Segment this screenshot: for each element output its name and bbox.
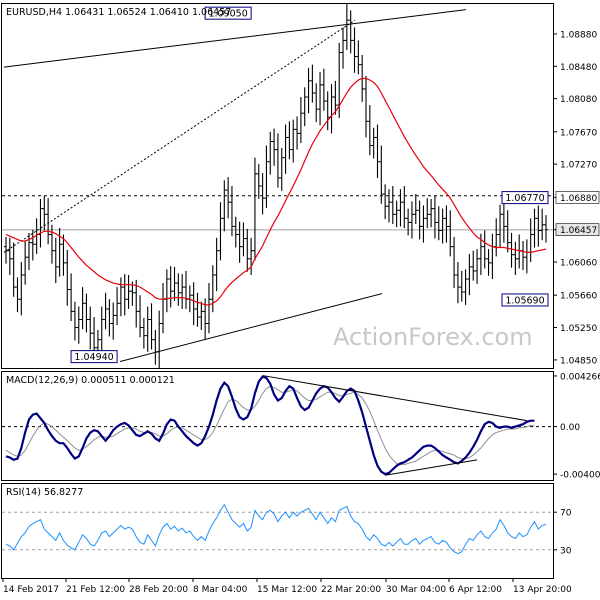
rsi-y-tick-label: 70	[560, 509, 572, 519]
watermark-text: ActionForex.com	[333, 323, 533, 351]
axis-layer: 1.04850 1.05250 1.05660 1.06060 1.06457 1.068…	[2, 30, 600, 595]
price-annotation-box	[501, 191, 549, 205]
price-panel-title: EURUSD,H4 1.06431 1.06524 1.06410 1.0645…	[6, 7, 231, 18]
price-y-tick-label: 1.04850	[560, 356, 597, 366]
x-axis-tick-label: 30 Mar 04:00	[386, 585, 446, 595]
macd-panel-title: MACD(12,26,9) 0.000511 0.000121	[6, 375, 175, 386]
price-annotation-box	[70, 350, 118, 364]
x-axis-tick-label: 13 Apr 20:00	[513, 585, 572, 595]
macd-panel-frame	[1, 371, 554, 481]
price-y-tick-label: 1.05250	[560, 324, 597, 334]
price-annotation-label: 1.05690	[505, 295, 544, 306]
price-y-tick-label: 1.06457	[560, 226, 597, 236]
rsi-line	[5, 503, 547, 555]
moving-average-line	[5, 77, 547, 306]
macd-y-tick-label: -0.004004	[560, 471, 600, 481]
x-axis-tick-label: 14 Feb 2017	[3, 585, 59, 595]
macd-line	[5, 375, 535, 476]
price-annotation-box	[204, 6, 252, 20]
price-y-tick-label: 1.05660	[560, 292, 597, 302]
resistance-price-marker	[555, 191, 600, 204]
lower-channel-trendline	[119, 293, 383, 363]
price-annotation-label: 1.09050	[208, 9, 247, 20]
x-axis-tick-label: 21 Feb 12:00	[66, 585, 125, 595]
price-y-tick-label: 1.06880	[560, 194, 597, 204]
upper-channel-trendline	[3, 9, 467, 68]
price-y-tick-label: 1.08880	[560, 30, 597, 40]
x-axis-tick-label: 6 Apr 12:00	[449, 585, 502, 595]
price-y-tick-label: 1.07670	[560, 128, 597, 138]
x-axis-tick-label: 28 Feb 20:00	[129, 585, 188, 595]
price-annotation-label: 1.04940	[74, 352, 113, 363]
price-y-tick-label: 1.08480	[560, 63, 597, 73]
x-axis-tick-label: 8 Mar 04:00	[193, 585, 248, 595]
price-y-tick-label: 1.07270	[560, 161, 597, 171]
macd-down-trendline	[262, 375, 527, 422]
x-axis-tick-label: 22 Mar 20:00	[321, 585, 381, 595]
price-annotation-label: 1.06770	[505, 193, 544, 204]
macd-up-trendline	[385, 459, 478, 476]
rsi-panel-title: RSI(14) 56.8277	[6, 487, 83, 498]
macd-y-tick-label: 0.00	[560, 423, 580, 433]
x-axis-tick-label: 15 Mar 12:00	[257, 585, 317, 595]
macd-layer	[2, 375, 553, 476]
current-price-marker	[555, 223, 600, 236]
rsi-y-tick-label: 30	[560, 546, 572, 556]
rsi-layer	[2, 503, 553, 555]
rsi-panel-frame	[1, 483, 554, 579]
macd-y-tick-label: 0.004266	[560, 372, 600, 382]
price-y-tick-label: 1.08080	[560, 95, 597, 105]
price-annotation-box	[501, 293, 549, 307]
price-layer: 1.09050 1.06770 1.05690 1.04940	[2, 4, 553, 368]
price-y-tick-label: 1.06060	[560, 259, 597, 269]
